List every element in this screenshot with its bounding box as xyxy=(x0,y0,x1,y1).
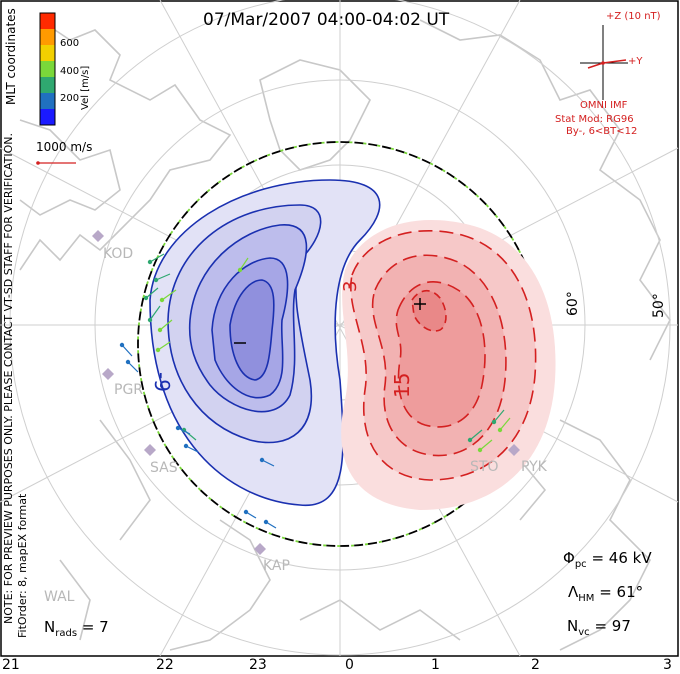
stat-nrads-value: = 7 xyxy=(81,618,109,636)
negative-cell xyxy=(149,179,381,506)
mlt-label-21: 21 xyxy=(2,657,20,673)
stat-hm-symbol: Λ xyxy=(568,583,579,601)
hm-boundary-green xyxy=(137,141,543,547)
colorbar-swatch xyxy=(40,13,55,30)
stat-potential-symbol: Φ xyxy=(563,549,575,567)
colorbar-swatch xyxy=(40,29,55,46)
imf-condition-label: By-, 6<BT<12 xyxy=(566,126,638,137)
mlt-label-22: 22 xyxy=(156,657,174,673)
colorbar-tick-400: 400 xyxy=(60,66,80,77)
mlt-label-23: 23 xyxy=(249,657,267,673)
mlt-label-3: 3 xyxy=(663,657,672,673)
stat-hm: ΛHM = 61° xyxy=(568,583,643,604)
colorbar-tick-200: 200 xyxy=(60,93,80,104)
radar-label-sas: SAS xyxy=(150,460,178,476)
stat-hm-value: = 61° xyxy=(599,583,644,601)
vector-scale xyxy=(36,161,76,165)
stat-nvc-value: = 97 xyxy=(594,617,631,635)
colorbar-label: Vel [m/s] xyxy=(80,65,91,110)
stat-potential-value: = 46 kV xyxy=(591,549,652,567)
contour-label-positive: 15 xyxy=(390,372,414,398)
fit-info: FitOrder: 8, mapEX format xyxy=(16,493,29,638)
colorbar xyxy=(40,13,55,126)
velocity-vectors xyxy=(119,253,511,529)
colorbar-swatch xyxy=(40,61,55,78)
contour-label-positive-inner: 3 xyxy=(340,280,361,292)
stat-nvc-symbol: N xyxy=(567,617,579,635)
stat-nrads-symbol: N xyxy=(44,618,56,636)
colorbar-swatch xyxy=(40,109,55,126)
radar-label-kap: KAP xyxy=(263,558,290,574)
map-title: 07/Mar/2007 04:00-04:02 UT xyxy=(203,10,450,30)
radar-label-wal: WAL xyxy=(44,589,75,605)
imf-dial xyxy=(580,25,628,100)
radar-label-pyk: PYK xyxy=(521,459,547,475)
colorbar-swatch xyxy=(40,45,55,62)
positive-center-mark xyxy=(414,298,426,310)
mlt-label-2: 2 xyxy=(531,657,540,673)
coordinate-label: MLT coordinates xyxy=(4,8,18,105)
imf-source-label: OMNI IMF xyxy=(580,100,628,111)
vector-scale-label: 1000 m/s xyxy=(36,140,93,154)
radar-label-kod: KOD xyxy=(103,246,134,262)
colorbar-tick-600: 600 xyxy=(60,38,80,49)
coastline xyxy=(19,19,671,651)
stat-hm-sub: HM xyxy=(578,593,595,604)
stat-nvc: Nvc = 97 xyxy=(567,617,631,638)
imf-y-label: +Y xyxy=(628,56,643,67)
imf-z-label: +Z (10 nT) xyxy=(606,11,661,22)
contour-label-negative: -9 xyxy=(150,372,174,392)
colorbar-swatch xyxy=(40,93,55,110)
stat-nvc-sub: vc xyxy=(578,627,590,638)
mlt-label-1: 1 xyxy=(431,657,440,673)
imf-model-label: Stat Mod: RG96 xyxy=(555,114,634,125)
latitude-label-60: 60° xyxy=(565,291,581,316)
disclaimer: NOTE: FOR PREVIEW PURPOSES ONLY. PLEASE … xyxy=(2,132,15,624)
radar-label-pgr: PGR xyxy=(114,382,144,398)
radar-label-sto: STO xyxy=(470,459,499,475)
colorbar-frame xyxy=(39,12,56,126)
stat-potential: Φpc = 46 kV xyxy=(563,549,652,570)
stat-nrads: Nrads = 7 xyxy=(44,618,109,639)
stat-potential-sub: pc xyxy=(574,559,587,570)
latitude-label-50: 50° xyxy=(651,293,667,318)
stat-nrads-sub: rads xyxy=(55,628,78,639)
mlt-label-0: 0 xyxy=(345,657,354,673)
colorbar-swatch xyxy=(40,77,55,94)
radar-markers xyxy=(92,230,520,555)
positive-cell xyxy=(341,220,556,510)
